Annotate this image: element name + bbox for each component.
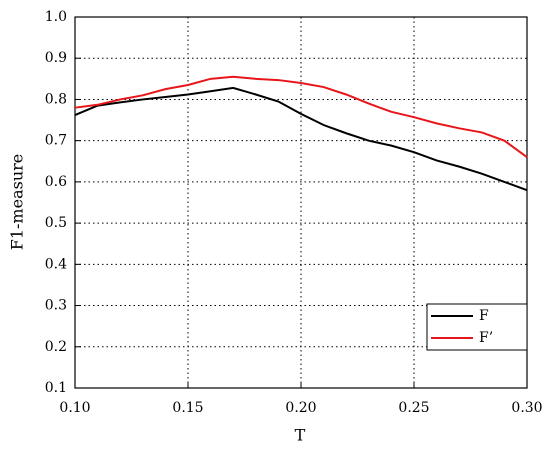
y-tick-label: 1.0: [45, 9, 67, 25]
y-tick-label: 0.5: [45, 215, 67, 231]
data-line: [74, 86, 528, 192]
x-tick-label: 0.15: [172, 400, 203, 416]
y-tick-label: 0.3: [45, 298, 67, 314]
y-tick-label: 0.6: [45, 174, 67, 190]
legend-label: F’: [479, 330, 493, 346]
data-line: [74, 75, 528, 158]
plot-frame: [74, 16, 528, 389]
x-axis-label: T: [295, 426, 306, 445]
y-tick-label: 0.9: [45, 50, 67, 66]
x-tick-label: 0.20: [285, 400, 316, 416]
legend-label: F: [479, 308, 489, 324]
y-tick-label: 0.4: [45, 256, 67, 272]
y-tick-label: 0.1: [45, 380, 67, 396]
legend-box: [426, 303, 528, 351]
y-axis-label: F1-measure: [8, 154, 27, 251]
y-tick-label: 0.8: [45, 91, 67, 107]
x-tick-label: 0.25: [398, 400, 429, 416]
y-tick-label: 0.2: [45, 339, 67, 355]
x-tick-label: 0.10: [59, 400, 90, 416]
y-tick-label: 0.7: [45, 133, 67, 149]
x-tick-label: 0.30: [511, 400, 542, 416]
